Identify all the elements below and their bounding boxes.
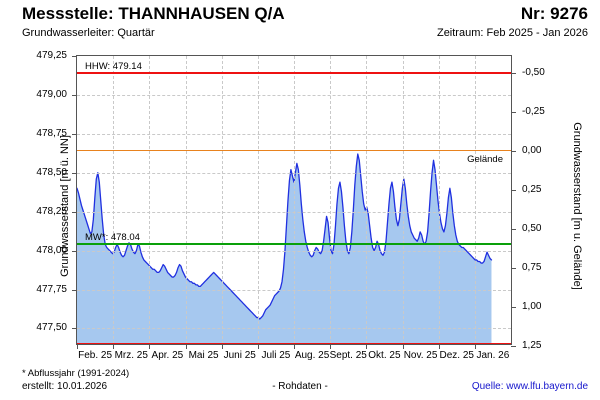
gridline-vertical xyxy=(185,56,187,344)
x-tick-mark xyxy=(257,344,259,349)
gridline-vertical xyxy=(257,56,259,344)
page-title: Messstelle: THANNHAUSEN Q/A xyxy=(22,4,285,23)
y-tick-label-left: 478,25 xyxy=(36,205,67,217)
period-label: Zeitraum: Feb 2025 - Jan 2026 xyxy=(436,27,588,39)
y-tick-mark-left xyxy=(72,250,77,252)
x-tick-label: Mai 25 xyxy=(188,350,219,361)
y-tick-label-right: -0,50 xyxy=(522,67,545,79)
reference-line-mw xyxy=(77,243,511,246)
gridline-vertical xyxy=(221,56,223,344)
x-tick-mark xyxy=(402,344,404,349)
y-tick-label-right: 0,75 xyxy=(522,261,542,273)
y-tick-mark-left xyxy=(72,56,77,57)
y-tick-mark-left xyxy=(72,172,77,174)
source-link[interactable]: Quelle: www.lfu.bayern.de xyxy=(471,381,588,392)
y-tick-mark-right xyxy=(511,112,516,114)
y-tick-mark-right xyxy=(511,306,516,308)
y-tick-label-left: 478,50 xyxy=(36,166,67,178)
reference-line-nnw xyxy=(77,343,511,344)
y-tick-label-right: 0,50 xyxy=(522,222,542,234)
y-tick-label-right: 1,25 xyxy=(522,339,542,351)
x-tick-mark xyxy=(113,344,115,349)
y-tick-mark-left xyxy=(72,211,77,213)
x-tick-label: Okt. 25 xyxy=(368,350,401,361)
reference-label-hhw: HHW: 479.14 xyxy=(85,61,142,73)
x-tick-mark xyxy=(149,344,151,349)
x-tick-label: Nov. 25 xyxy=(403,350,438,361)
gridline-vertical xyxy=(294,56,295,344)
y-tick-label-left: 477,75 xyxy=(36,283,67,295)
reference-label-gelaende: Gelände xyxy=(467,153,503,165)
y-tick-mark-right xyxy=(511,73,516,75)
y-axis-label-right: Grundwasserstand [m u. Gelände] xyxy=(571,122,583,290)
x-tick-mark xyxy=(366,344,368,349)
x-tick-label: Juli 25 xyxy=(261,350,291,361)
gridline-vertical xyxy=(474,56,476,344)
y-tick-label-right: 0,00 xyxy=(522,144,542,156)
x-tick-mark xyxy=(294,344,295,349)
y-tick-mark-left xyxy=(72,289,77,291)
footnote-abflussjahr: * Abflussjahr (1991-2024) xyxy=(22,368,130,379)
y-tick-label-left: 479,25 xyxy=(36,50,67,61)
reference-line-gelaende xyxy=(77,149,511,152)
reference-line-hhw xyxy=(77,72,511,75)
y-tick-label-left: 479,00 xyxy=(36,88,67,100)
gridline-vertical xyxy=(438,56,440,344)
y-tick-label-left: 478,75 xyxy=(36,127,67,139)
y-tick-mark-right xyxy=(511,267,516,269)
y-tick-mark-left xyxy=(72,94,77,96)
station-number: Nr: 9276 xyxy=(520,4,588,23)
x-tick-label: Aug. 25 xyxy=(294,350,330,361)
x-tick-label: Dez. 25 xyxy=(439,350,474,361)
gridline-vertical xyxy=(402,56,404,344)
gridline-vertical xyxy=(149,56,151,344)
y-tick-mark-right xyxy=(511,345,516,347)
groundwater-series xyxy=(77,153,493,344)
x-tick-mark xyxy=(221,344,223,349)
x-tick-label: Apr. 25 xyxy=(151,350,184,361)
gridline-vertical xyxy=(366,56,368,344)
gridline-vertical xyxy=(330,56,332,344)
y-tick-mark-right xyxy=(511,189,516,191)
y-tick-mark-left xyxy=(72,328,77,330)
y-tick-label-right: 0,25 xyxy=(522,183,542,195)
x-tick-mark xyxy=(438,344,440,349)
reference-label-mw: MW*: 478.04 xyxy=(85,232,140,244)
data-type-label: - Rohdaten - xyxy=(272,381,328,392)
x-tick-label: Feb. 25 xyxy=(78,350,113,361)
created-date: erstellt: 10.01.2026 xyxy=(22,381,108,392)
x-tick-label: Jan. 26 xyxy=(476,350,510,361)
x-tick-label: Juni 25 xyxy=(223,350,256,361)
y-tick-mark-right xyxy=(511,150,516,152)
y-tick-label-right: -0,25 xyxy=(522,106,545,118)
y-tick-label-left: 478,00 xyxy=(36,244,67,256)
x-tick-mark xyxy=(474,344,476,349)
aquifer-label: Grundwasserleiter: Quartär xyxy=(22,27,155,39)
x-tick-mark xyxy=(77,344,78,349)
y-tick-label-right: 1,00 xyxy=(522,300,542,312)
x-tick-label: Sept. 25 xyxy=(329,350,367,361)
x-tick-label: Mrz. 25 xyxy=(114,350,148,361)
x-tick-mark xyxy=(185,344,187,349)
x-tick-mark xyxy=(330,344,332,349)
y-tick-label-left: 477,50 xyxy=(36,322,67,334)
gridline-vertical xyxy=(113,56,115,344)
y-tick-mark-right xyxy=(511,228,516,230)
y-tick-mark-left xyxy=(72,133,77,135)
